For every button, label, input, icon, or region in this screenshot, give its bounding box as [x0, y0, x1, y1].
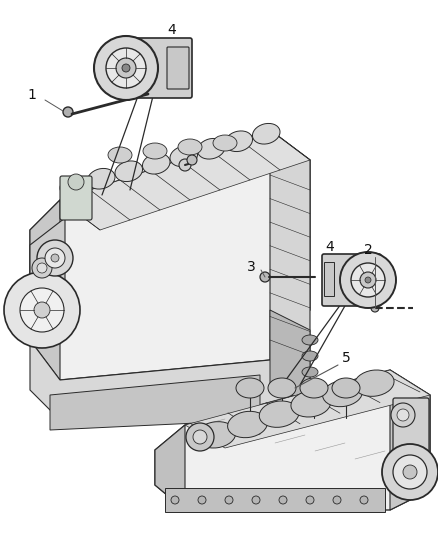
Circle shape — [186, 423, 214, 451]
Polygon shape — [30, 200, 60, 380]
Ellipse shape — [252, 124, 280, 144]
Circle shape — [391, 403, 415, 427]
Circle shape — [225, 496, 233, 504]
Ellipse shape — [302, 351, 318, 361]
Polygon shape — [390, 370, 430, 510]
Ellipse shape — [291, 391, 331, 417]
Circle shape — [68, 174, 84, 190]
Circle shape — [171, 496, 179, 504]
Ellipse shape — [170, 146, 198, 167]
Circle shape — [51, 254, 59, 262]
Circle shape — [252, 496, 260, 504]
Polygon shape — [185, 370, 430, 448]
Polygon shape — [50, 375, 260, 430]
Ellipse shape — [302, 335, 318, 345]
Circle shape — [340, 252, 396, 308]
FancyBboxPatch shape — [60, 176, 92, 220]
Ellipse shape — [198, 139, 225, 159]
FancyBboxPatch shape — [118, 38, 192, 98]
Ellipse shape — [143, 143, 167, 159]
Ellipse shape — [196, 422, 236, 448]
Circle shape — [306, 496, 314, 504]
Circle shape — [393, 455, 427, 489]
Polygon shape — [155, 370, 430, 510]
FancyBboxPatch shape — [322, 254, 381, 306]
Circle shape — [37, 240, 73, 276]
Circle shape — [45, 248, 65, 268]
Ellipse shape — [88, 168, 115, 189]
Ellipse shape — [236, 378, 264, 398]
Circle shape — [63, 107, 73, 117]
Ellipse shape — [323, 381, 362, 407]
Text: 1: 1 — [28, 88, 36, 102]
Ellipse shape — [302, 383, 318, 393]
Circle shape — [179, 159, 191, 171]
Circle shape — [360, 272, 376, 288]
Polygon shape — [60, 130, 310, 230]
Circle shape — [37, 263, 47, 273]
Ellipse shape — [115, 161, 142, 182]
Polygon shape — [165, 488, 385, 512]
Circle shape — [4, 272, 80, 348]
Polygon shape — [155, 425, 185, 510]
FancyBboxPatch shape — [167, 47, 189, 89]
Text: 4: 4 — [168, 23, 177, 37]
Circle shape — [333, 496, 341, 504]
Ellipse shape — [354, 370, 394, 397]
Ellipse shape — [60, 176, 88, 197]
Ellipse shape — [302, 367, 318, 377]
Polygon shape — [30, 130, 310, 380]
Text: 3: 3 — [247, 260, 255, 274]
FancyBboxPatch shape — [393, 398, 429, 467]
Circle shape — [34, 302, 50, 318]
Ellipse shape — [108, 147, 132, 163]
Polygon shape — [270, 130, 310, 370]
Circle shape — [365, 277, 371, 283]
Ellipse shape — [142, 154, 170, 174]
Ellipse shape — [300, 378, 328, 398]
Bar — [324, 262, 334, 296]
Ellipse shape — [228, 411, 267, 438]
Circle shape — [116, 58, 136, 78]
Circle shape — [198, 496, 206, 504]
Polygon shape — [270, 310, 310, 400]
Circle shape — [351, 263, 385, 297]
Ellipse shape — [213, 135, 237, 151]
Circle shape — [32, 258, 52, 278]
Text: 2: 2 — [364, 243, 372, 257]
Circle shape — [397, 409, 409, 421]
Polygon shape — [30, 218, 65, 295]
Polygon shape — [30, 340, 310, 420]
Ellipse shape — [268, 378, 296, 398]
Circle shape — [403, 465, 417, 479]
Text: 5: 5 — [342, 351, 350, 365]
Ellipse shape — [332, 378, 360, 398]
Circle shape — [20, 288, 64, 332]
Ellipse shape — [178, 139, 202, 155]
Circle shape — [94, 36, 158, 100]
Circle shape — [360, 496, 368, 504]
Circle shape — [193, 430, 207, 444]
Circle shape — [260, 272, 270, 282]
Circle shape — [279, 496, 287, 504]
Circle shape — [382, 444, 438, 500]
Ellipse shape — [225, 131, 253, 151]
Text: 4: 4 — [325, 240, 334, 254]
Circle shape — [187, 155, 197, 165]
Circle shape — [106, 48, 146, 88]
Circle shape — [122, 64, 130, 72]
Ellipse shape — [259, 401, 299, 427]
Circle shape — [371, 304, 379, 312]
